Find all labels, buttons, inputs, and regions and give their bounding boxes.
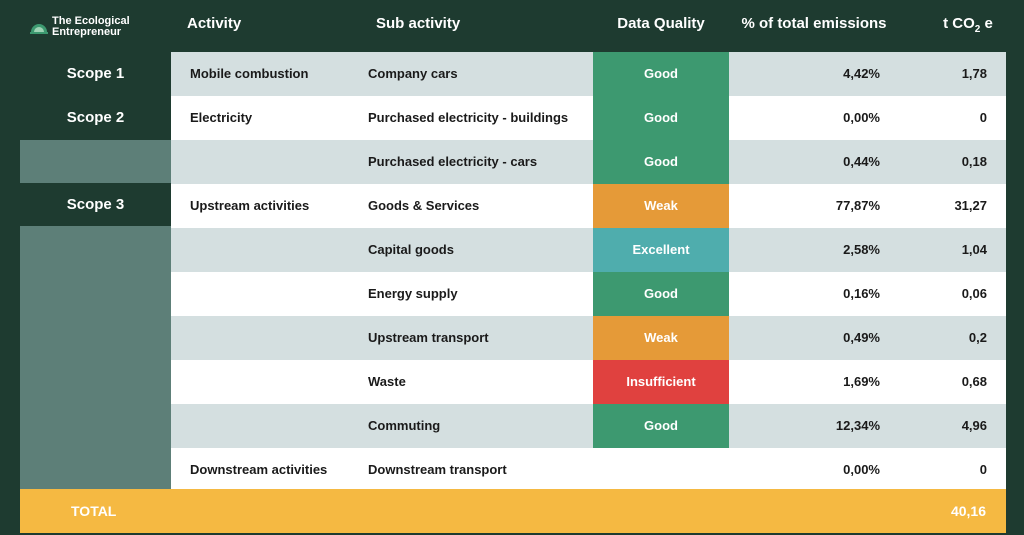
scope-2-label: Scope 2 — [66, 109, 125, 126]
pct-emissions-cell: 0,49% — [843, 330, 880, 345]
sub-activity-cell: Purchased electricity - cars — [368, 154, 538, 169]
tco2e-cell: 4,96 — [961, 418, 987, 433]
table-row: Electricity Purchased electricity - build… — [171, 96, 1006, 140]
data-quality-badge: Good — [593, 272, 729, 316]
tco2e-cell: 0 — [979, 110, 987, 125]
data-quality-badge — [593, 448, 729, 492]
table-row: Waste Insufficient 1,69% 0,68 — [171, 360, 1006, 404]
header-tco2e: t CO2 e — [930, 0, 1006, 50]
tco2e-cell: 1,78 — [961, 66, 987, 81]
tco2e-cell: 1,04 — [961, 242, 987, 257]
header-data-quality: Data Quality — [617, 15, 705, 32]
leaf-dome-icon — [30, 24, 48, 34]
data-quality-badge: Weak — [593, 184, 729, 228]
sub-activity-cell: Purchased electricity - buildings — [368, 110, 569, 125]
pct-emissions-cell: 1,69% — [843, 374, 880, 389]
tco2e-cell: 0,18 — [961, 154, 987, 169]
header-sub-activity: Sub activity — [376, 15, 461, 32]
table-row: Mobile combustion Company cars Good 4,42% 1,… — [171, 52, 1006, 96]
header-tco2e-prefix: t CO — [943, 15, 975, 32]
data-quality-badge: Good — [593, 140, 729, 184]
sub-activity-cell: Capital goods — [368, 242, 454, 257]
pct-emissions-cell: 12,34% — [835, 418, 880, 433]
sub-activity-cell: Goods & Services — [368, 198, 480, 213]
table-row: Downstream activities Downstream transpor… — [171, 448, 1006, 492]
tco2e-cell: 0 — [979, 462, 987, 477]
pct-emissions-cell: 0,00% — [843, 110, 880, 125]
data-quality-badge: Good — [593, 52, 729, 96]
sub-activity-cell: Upstream transport — [368, 330, 489, 345]
table-row: Upstream activities Goods & Services Weak 7… — [171, 184, 1006, 228]
scope-3-label: Scope 3 — [66, 196, 125, 213]
scope-filler-3 — [20, 226, 171, 489]
header-tco2e-suffix: e — [980, 15, 993, 32]
sub-activity-cell: Company cars — [368, 66, 458, 81]
scope-filler-2 — [20, 140, 171, 183]
brand-line-2: Entrepreneur — [52, 26, 122, 38]
data-quality-badge: Excellent — [593, 228, 729, 272]
brand-name: The Ecological Entrepreneur — [52, 16, 130, 38]
activity-cell: Upstream activities — [190, 198, 310, 213]
table-row: Capital goods Excellent 2,58% 1,04 — [171, 228, 1006, 272]
activity-cell: Mobile combustion — [190, 66, 309, 81]
sub-activity-cell: Commuting — [368, 418, 441, 433]
tco2e-cell: 0,68 — [961, 374, 987, 389]
total-label: TOTAL — [71, 503, 117, 519]
table-row: Upstream transport Weak 0,49% 0,2 — [171, 316, 1006, 360]
pct-emissions-cell: 0,44% — [843, 154, 880, 169]
activity-cell: Downstream activities — [190, 462, 328, 477]
table-row: Energy supply Good 0,16% 0,06 — [171, 272, 1006, 316]
activity-cell: Electricity — [190, 110, 253, 125]
pct-emissions-cell: 4,42% — [843, 66, 880, 81]
tco2e-cell: 0,06 — [961, 286, 987, 301]
pct-emissions-cell: 77,87% — [835, 198, 880, 213]
pct-emissions-cell: 0,00% — [843, 462, 880, 477]
scope-1-label: Scope 1 — [66, 65, 125, 82]
brand-line-1: The Ecological — [52, 15, 130, 27]
data-quality-badge: Insufficient — [593, 360, 729, 404]
header-tco2e-sub: 2 — [974, 24, 981, 35]
total-value: 40,16 — [950, 503, 986, 519]
header-activity: Activity — [187, 15, 242, 32]
total-row: TOTAL 40,16 — [20, 489, 1006, 533]
pct-emissions-cell: 2,58% — [843, 242, 880, 257]
tco2e-cell: 0,2 — [968, 330, 987, 345]
sub-activity-cell: Downstream transport — [368, 462, 507, 477]
sub-activity-cell: Waste — [368, 374, 406, 389]
pct-emissions-cell: 0,16% — [843, 286, 880, 301]
data-quality-badge: Good — [593, 404, 729, 448]
table-row: Purchased electricity - cars Good 0,44% 0,1… — [171, 140, 1006, 184]
sub-activity-cell: Energy supply — [368, 286, 458, 301]
header-pct-emissions: % of total emissions — [741, 15, 887, 32]
table-row: Commuting Good 12,34% 4,96 — [171, 404, 1006, 448]
data-quality-badge: Good — [593, 96, 729, 140]
tco2e-cell: 31,27 — [954, 198, 987, 213]
brand-logo: The Ecological Entrepreneur — [30, 12, 180, 42]
data-quality-badge: Weak — [593, 316, 729, 360]
